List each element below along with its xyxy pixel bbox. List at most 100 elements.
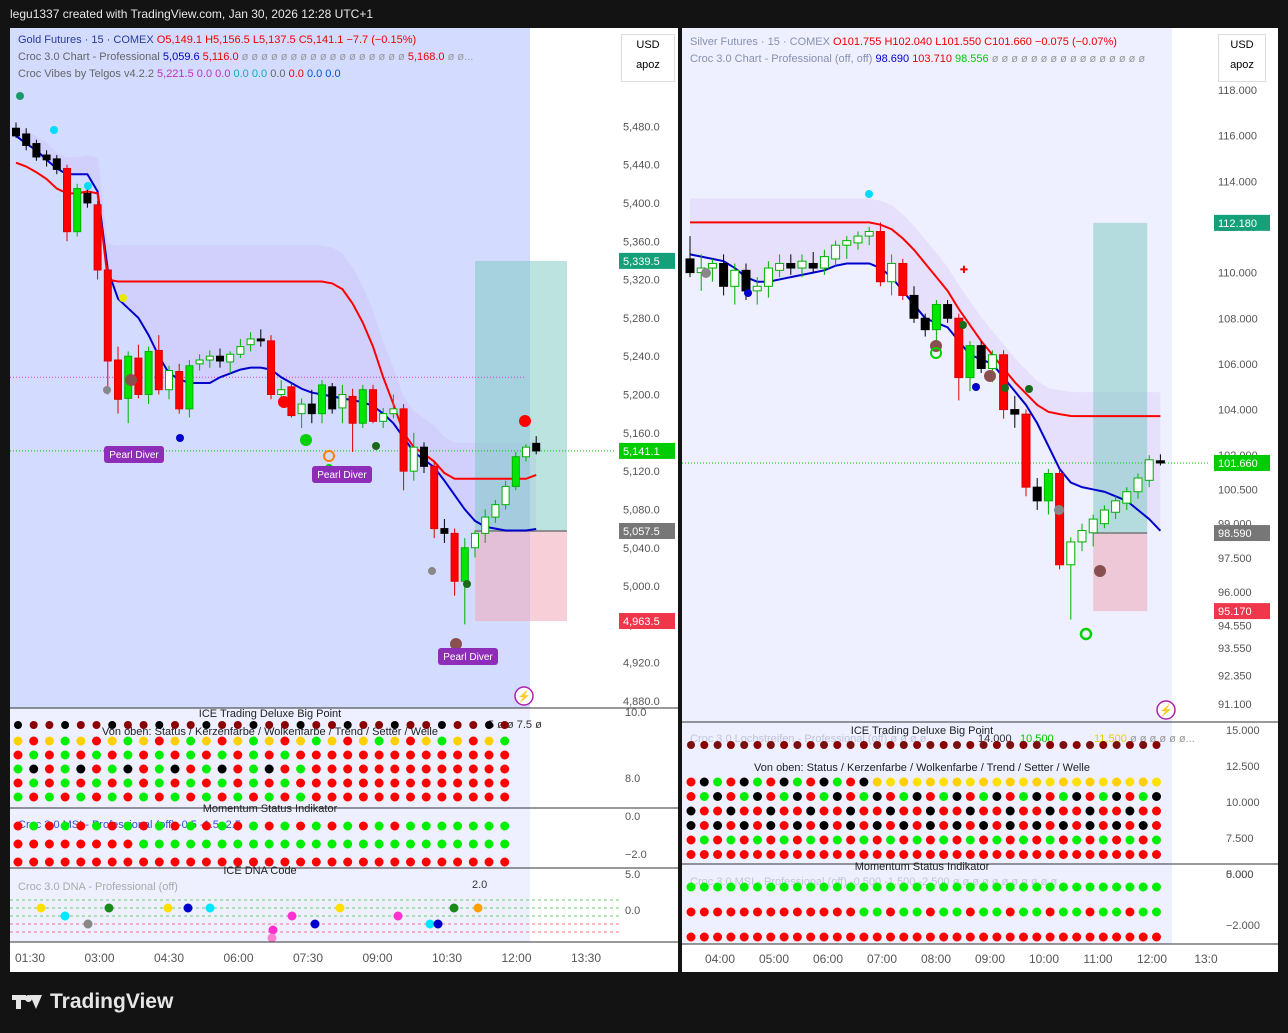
status-dot — [484, 792, 494, 802]
silver-chart-panel[interactable]: ✚⚡ 118.000116.000114.000112.000110.00010… — [682, 28, 1278, 972]
momentum-dot — [1032, 932, 1042, 942]
momentum-dot — [1112, 907, 1122, 917]
lochstreifen-dot — [1152, 741, 1161, 749]
legend-row-3[interactable]: Croc Vibes by Telgos v4.2.2 5,221.5 0.0 … — [18, 66, 341, 82]
status-dot — [170, 750, 180, 760]
signal-dot — [84, 182, 92, 190]
sub1-scale-bottom: 8.0 — [625, 773, 640, 785]
momentum-dot — [1072, 882, 1082, 892]
candle — [195, 354, 204, 371]
momentum-dot — [29, 821, 39, 831]
candle-body — [522, 446, 530, 458]
lochstreifen-dot — [202, 721, 211, 729]
status-dot — [1152, 821, 1161, 830]
status-dot — [154, 736, 164, 746]
status-dot — [29, 736, 39, 746]
candle — [226, 351, 235, 374]
sub1-v1: 14.000 — [978, 733, 1012, 745]
symbol-name[interactable]: Gold Futures · 15 · COMEX — [18, 34, 154, 46]
status-dot — [311, 750, 321, 760]
status-dot — [1152, 806, 1161, 816]
lightning-icon — [514, 686, 534, 706]
candle-body — [420, 446, 428, 467]
momentum-dot — [806, 907, 816, 917]
currency-selector[interactable]: USD apoz — [621, 34, 675, 82]
dna-dot — [449, 903, 459, 913]
status-dot — [699, 777, 709, 787]
tradingview-logo[interactable]: TradingView — [12, 990, 173, 1014]
candle-body — [887, 262, 897, 283]
currency-label[interactable]: USD — [1230, 39, 1254, 51]
status-dot — [939, 835, 949, 845]
dna-dot — [425, 919, 435, 929]
status-dot — [713, 792, 723, 801]
candle — [719, 254, 729, 296]
status-dot — [264, 778, 274, 788]
legend-row-2[interactable]: Croc 3.0 Chart - Professional 5,059.6 5,… — [18, 49, 473, 65]
entry-price-label: 98.590 — [1218, 528, 1252, 540]
momentum-dot — [1085, 932, 1095, 942]
gold-chart-svg[interactable]: Pearl Diver Pearl Diver Pearl Diver ⚡ 5,480… — [10, 28, 678, 972]
unit-label[interactable]: apoz — [1230, 59, 1254, 71]
price-tick: 5,440.0 — [623, 160, 660, 172]
status-dot — [779, 835, 789, 845]
status-dot — [233, 736, 243, 746]
status-dot — [123, 736, 133, 746]
status-dot — [123, 764, 133, 774]
price-tick: 97.500 — [1218, 553, 1252, 565]
candle-body — [1077, 530, 1087, 543]
candle — [185, 360, 194, 418]
momentum-dot — [965, 882, 975, 892]
indicator-name[interactable]: Croc 3.0 Chart - Professional — [18, 51, 160, 63]
momentum-dot — [912, 907, 922, 917]
candle — [144, 346, 153, 405]
status-dot — [44, 778, 54, 788]
candle-body — [1043, 472, 1053, 502]
momentum-dot — [1112, 882, 1122, 892]
indicator-name[interactable]: Croc 3.0 Chart - Professional (off, off) — [690, 53, 873, 65]
indicator-name[interactable]: Croc Vibes by Telgos v4.2.2 — [18, 68, 154, 80]
red-value: 5,116.0 — [202, 51, 239, 63]
status-dot — [1058, 821, 1068, 830]
status-dot — [832, 850, 842, 859]
legend-row-1[interactable]: Gold Futures · 15 · COMEX O5,149.1 H5,15… — [18, 32, 416, 48]
status-dot — [13, 792, 23, 802]
lochstreifen-dot — [939, 741, 948, 749]
status-dot — [437, 778, 447, 788]
candle — [63, 164, 71, 242]
momentum-dot — [92, 839, 101, 849]
status-dot — [952, 850, 962, 859]
currency-label[interactable]: USD — [636, 39, 660, 51]
candle — [22, 128, 31, 151]
momentum-dot — [806, 882, 816, 892]
price-tick: 96.000 — [1218, 587, 1252, 599]
candle — [481, 509, 490, 543]
base-value: 98.690 — [875, 53, 910, 65]
unit-label[interactable]: apoz — [636, 59, 660, 71]
legend-row-1[interactable]: Silver Futures · 15 · COMEX O101.755 H10… — [690, 34, 1117, 50]
legend-row-2[interactable]: Croc 3.0 Chart - Professional (off, off)… — [690, 51, 1145, 67]
stop-price-label: 4,963.5 — [623, 616, 660, 628]
gold-chart-panel[interactable]: Pearl Diver Pearl Diver Pearl Diver ⚡ 5,480… — [10, 28, 678, 972]
lochstreifen-dot — [1059, 741, 1068, 749]
status-dot — [201, 764, 211, 774]
momentum-dot — [500, 857, 510, 867]
symbol-name[interactable]: Silver Futures · 15 · COMEX — [690, 36, 830, 48]
status-dot — [484, 750, 494, 760]
status-dot — [753, 792, 762, 801]
status-dot — [1152, 835, 1161, 845]
silver-chart-svg[interactable]: ✚⚡ 118.000116.000114.000112.000110.00010… — [682, 28, 1278, 972]
status-dot — [186, 750, 196, 760]
candle — [236, 338, 245, 359]
status-dot — [965, 821, 975, 830]
candle-body — [875, 231, 885, 283]
candle-body — [63, 167, 71, 233]
status-dot — [374, 736, 384, 746]
momentum-dot — [29, 839, 39, 849]
status-dot — [939, 821, 949, 830]
momentum-dot — [1112, 932, 1122, 942]
signal-dot — [428, 567, 436, 575]
status-dot — [201, 736, 211, 746]
pearl-diver-label: Pearl Diver — [443, 652, 493, 663]
currency-selector[interactable]: USD apoz — [1218, 34, 1266, 82]
